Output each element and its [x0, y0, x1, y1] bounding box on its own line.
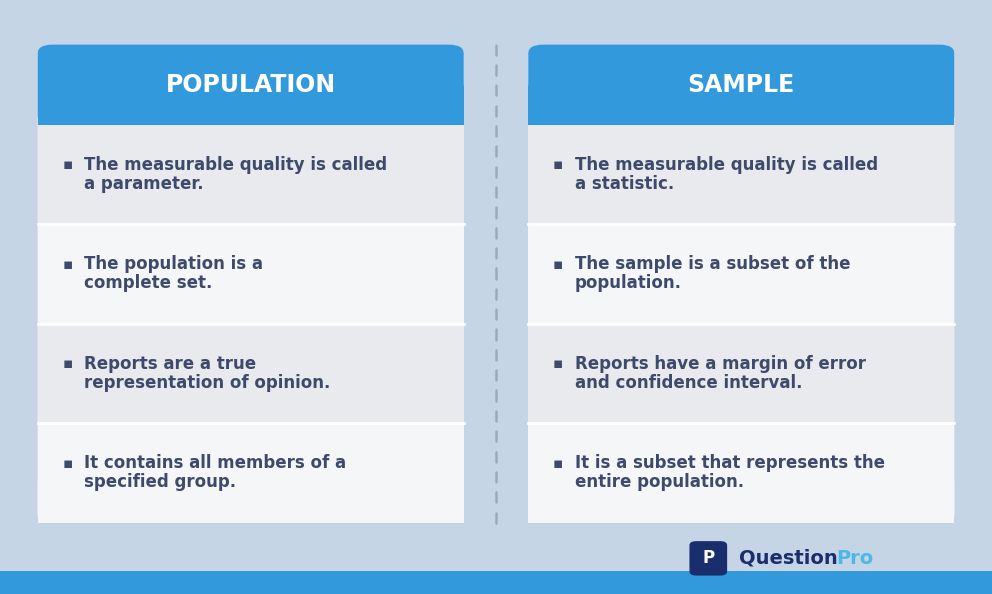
FancyBboxPatch shape: [38, 45, 463, 125]
Bar: [38, 424, 463, 474]
Bar: [38, 84, 463, 125]
Text: and confidence interval.: and confidence interval.: [575, 374, 803, 392]
Bar: [528, 84, 954, 125]
Text: ▪: ▪: [62, 257, 72, 272]
Text: ▪: ▪: [554, 257, 563, 272]
FancyBboxPatch shape: [528, 45, 954, 125]
Text: It contains all members of a: It contains all members of a: [84, 454, 346, 472]
Text: specified group.: specified group.: [84, 473, 236, 491]
Text: ▪: ▪: [62, 157, 72, 172]
Text: ▪: ▪: [62, 456, 72, 471]
Bar: [528, 125, 954, 224]
Text: complete set.: complete set.: [84, 274, 212, 292]
Text: It is a subset that represents the: It is a subset that represents the: [575, 454, 885, 472]
Text: The population is a: The population is a: [84, 255, 263, 273]
Text: Pro: Pro: [836, 549, 874, 568]
Bar: [38, 225, 463, 324]
Text: SAMPLE: SAMPLE: [687, 72, 795, 97]
Bar: [0, 571, 992, 594]
Text: Reports are a true: Reports are a true: [84, 355, 257, 373]
Text: a statistic.: a statistic.: [575, 175, 675, 193]
Text: The sample is a subset of the: The sample is a subset of the: [575, 255, 850, 273]
Bar: [528, 424, 954, 474]
FancyBboxPatch shape: [528, 473, 954, 523]
Text: P: P: [702, 549, 714, 567]
Text: The measurable quality is called: The measurable quality is called: [575, 156, 878, 174]
Text: ▪: ▪: [62, 356, 72, 371]
Bar: [528, 324, 954, 424]
Text: Question: Question: [739, 549, 838, 568]
Text: POPULATION: POPULATION: [166, 72, 335, 97]
FancyBboxPatch shape: [689, 541, 727, 576]
Bar: [38, 125, 463, 224]
Bar: [38, 424, 463, 523]
Text: entire population.: entire population.: [575, 473, 744, 491]
Text: population.: population.: [575, 274, 682, 292]
Text: ▪: ▪: [554, 456, 563, 471]
FancyBboxPatch shape: [38, 45, 463, 523]
Text: representation of opinion.: representation of opinion.: [84, 374, 330, 392]
Text: The measurable quality is called: The measurable quality is called: [84, 156, 388, 174]
Text: ▪: ▪: [554, 356, 563, 371]
Bar: [528, 424, 954, 523]
FancyBboxPatch shape: [528, 45, 954, 523]
Text: Reports have a margin of error: Reports have a margin of error: [575, 355, 866, 373]
FancyBboxPatch shape: [38, 473, 463, 523]
Bar: [528, 225, 954, 324]
Text: a parameter.: a parameter.: [84, 175, 204, 193]
Text: ▪: ▪: [554, 157, 563, 172]
Bar: [38, 324, 463, 424]
